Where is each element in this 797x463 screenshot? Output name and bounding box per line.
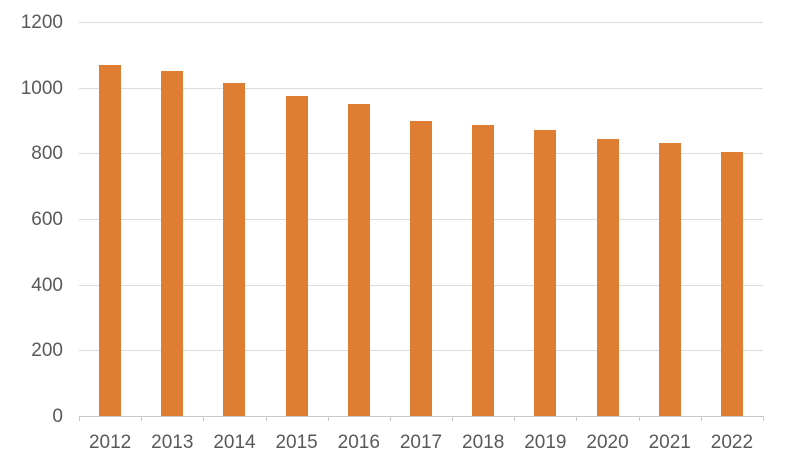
x-tick-label: 2017 — [399, 432, 443, 453]
x-tick-label: 2012 — [88, 432, 132, 453]
x-axis-tick — [700, 416, 702, 421]
x-axis-tick — [638, 416, 640, 421]
x-tick-label: 2014 — [213, 432, 256, 453]
y-tick-label: 0 — [52, 406, 63, 427]
x-axis-tick — [452, 416, 454, 421]
bar-2021 — [658, 143, 681, 416]
bar-2018 — [472, 125, 495, 416]
y-tick-label: 800 — [31, 143, 63, 165]
x-axis-tick — [141, 416, 143, 421]
y-tick-label: 600 — [31, 209, 63, 230]
y-gridline — [79, 87, 763, 89]
x-axis-tick — [265, 416, 267, 421]
x-axis-tick — [576, 416, 578, 421]
bar-2020 — [596, 138, 619, 416]
bar-2013 — [161, 71, 184, 416]
bar-2012 — [99, 64, 122, 416]
x-axis-tick — [79, 416, 80, 421]
bar-2014 — [223, 82, 246, 416]
y-tick-label: 1200 — [20, 12, 63, 33]
x-tick-label: 2015 — [275, 432, 318, 453]
x-tick-label: 2021 — [648, 432, 691, 453]
bar-2017 — [410, 120, 432, 416]
x-tick-label: 2013 — [151, 432, 194, 453]
y-tick-label: 1000 — [20, 77, 63, 99]
x-tick-label: 2019 — [524, 432, 567, 453]
x-tick-label: 2018 — [462, 432, 505, 453]
y-gridline — [79, 22, 763, 23]
bar-2016 — [347, 104, 370, 416]
x-axis-tick — [763, 416, 764, 421]
bar-2019 — [534, 130, 557, 416]
x-axis-tick — [389, 416, 391, 421]
x-tick-label: 2022 — [710, 432, 754, 453]
x-axis-tick — [514, 416, 516, 421]
x-axis-tick — [327, 416, 329, 421]
bar-2015 — [285, 95, 308, 416]
x-tick-label: 2020 — [586, 432, 629, 453]
x-axis-line — [79, 416, 763, 417]
x-axis-tick — [203, 416, 205, 421]
x-tick-label: 2016 — [337, 432, 380, 453]
y-tick-label: 200 — [31, 340, 63, 362]
bar-2022 — [720, 151, 743, 416]
y-tick-label: 400 — [31, 274, 63, 296]
